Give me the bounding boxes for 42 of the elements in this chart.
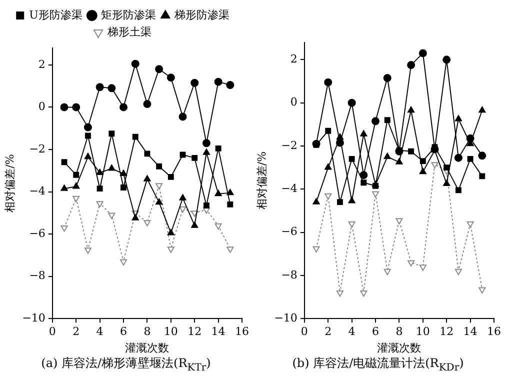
y-tick-label: −6: [281, 225, 298, 238]
x-tick-label: 12: [188, 325, 202, 338]
x-tick-label: 12: [440, 325, 454, 338]
legend-label: 矩形防渗渠: [100, 8, 156, 22]
y-tick-label: −2: [281, 138, 298, 152]
x-tick-label: 16: [235, 325, 249, 338]
text: (b) 库容法/电磁流量计法(R$_{KDr}$): [292, 355, 464, 374]
y-tick-label: 0: [290, 96, 298, 109]
y-tick-label: −4: [29, 184, 46, 198]
y-tick-label: 0: [38, 100, 46, 114]
legend-label: 梯形防渗渠: [173, 8, 230, 22]
y-tick-label: −4: [281, 182, 298, 195]
y-tick-label: −8: [29, 269, 46, 282]
x-tick-label: 4: [348, 325, 356, 338]
legend-label: 梯形土渠: [106, 25, 152, 38]
x-tick-label: 10: [416, 325, 430, 338]
x-tick-label: 2: [324, 325, 332, 338]
x-tick-label: 16: [487, 325, 501, 338]
y-axis-title: 相对偏差/%: [255, 151, 268, 210]
y-tick-label: −10: [274, 311, 298, 324]
text: (a) 库容法/梯形薄壁堰法(R$_{KTr}$): [41, 355, 211, 374]
x-tick-label: 14: [211, 325, 226, 338]
x-tick-label: 10: [164, 325, 178, 338]
x-tick-label: 0: [48, 325, 56, 338]
legend-label: U形防渗渠: [29, 8, 82, 22]
y-tick-label: −2: [29, 142, 46, 156]
x-tick-label: 8: [144, 325, 151, 338]
y-tick-label: −8: [281, 268, 298, 282]
x-tick-label: 0: [300, 325, 308, 338]
x-axis-title: 灌溉次数: [125, 341, 170, 354]
x-tick-label: 4: [96, 325, 104, 338]
x-tick-label: 6: [120, 325, 128, 338]
y-tick-label: 2: [38, 58, 46, 71]
x-axis-title: 灌溉次数: [377, 341, 422, 354]
y-axis-title: 相对偏差/%: [3, 154, 16, 212]
x-tick-label: 8: [396, 325, 403, 338]
y-tick-label: 2: [290, 52, 298, 66]
x-tick-label: 2: [72, 325, 80, 338]
y-tick-label: −10: [22, 311, 46, 324]
x-tick-label: 14: [463, 325, 478, 338]
x-tick-label: 6: [372, 325, 380, 338]
y-tick-label: −6: [29, 226, 46, 240]
